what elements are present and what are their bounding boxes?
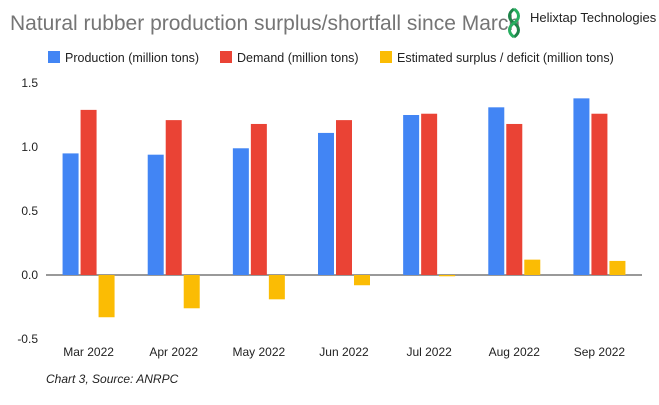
bars: [62, 98, 626, 318]
y-tick-label: -0.5: [17, 332, 38, 346]
x-tick-label: Apr 2022: [149, 345, 198, 359]
bar: [336, 120, 352, 276]
legend-swatch: [48, 51, 60, 63]
helix-icon: [508, 7, 520, 39]
y-tick-label: 0.5: [21, 204, 38, 218]
bar: [268, 275, 285, 300]
bar: [80, 109, 97, 275]
x-tick-label: May 2022: [233, 345, 286, 359]
bar: [147, 154, 164, 275]
bar: [421, 113, 438, 275]
y-tick-label: 1.5: [21, 76, 38, 90]
legend-label: Estimated surplus / deficit (million ton…: [397, 51, 614, 65]
bar: [403, 115, 420, 275]
bar: [165, 120, 182, 276]
bar: [232, 148, 249, 275]
legend-swatch: [380, 51, 392, 63]
bar: [524, 259, 541, 275]
bar: [318, 132, 334, 275]
bar: [439, 275, 456, 277]
x-tick-label: Aug 2022: [489, 345, 541, 359]
bar: [488, 107, 505, 275]
bar: [250, 123, 267, 276]
bar: [62, 153, 79, 275]
bar: [183, 275, 200, 309]
x-tick-label: Jun 2022: [319, 345, 369, 359]
legend-label: Demand (million tons): [237, 51, 359, 65]
x-tick-label: Mar 2022: [63, 345, 114, 359]
bar: [506, 123, 523, 276]
legend-label: Production (million tons): [65, 51, 199, 65]
bar: [354, 275, 370, 286]
y-tick-label: 0.0: [21, 268, 38, 282]
bar: [591, 113, 608, 275]
legend: Production (million tons) Demand (million…: [48, 51, 614, 65]
source-note: Chart 3, Source: ANRPC: [46, 372, 179, 386]
brand-name: Helixtap Technologies: [530, 10, 657, 25]
y-tick-label: 1.0: [21, 140, 38, 154]
legend-swatch: [220, 51, 232, 63]
bar: [573, 98, 590, 275]
x-axis: Mar 2022 Apr 2022 May 2022 Jun 2022 Jul 2022…: [63, 345, 625, 359]
bar: [98, 275, 115, 318]
x-tick-label: Jul 2022: [406, 345, 452, 359]
brand-logo: Helixtap Technologies: [508, 7, 657, 39]
x-tick-label: Sep 2022: [574, 345, 626, 359]
bar: [609, 260, 626, 275]
chart-title: Natural rubber production surplus/shortf…: [10, 12, 520, 35]
